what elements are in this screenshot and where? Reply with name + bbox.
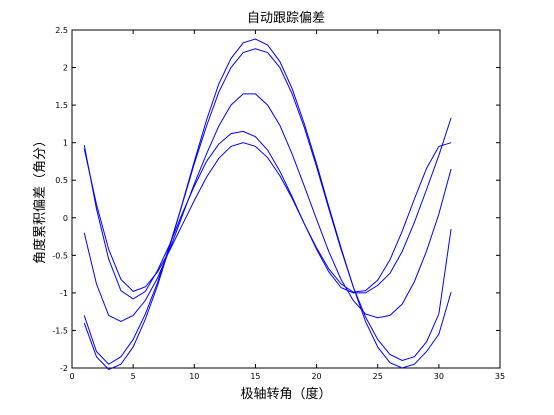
x-tick-label: 35 [495,372,505,381]
y-tick-label: -0.5 [52,251,68,260]
x-tick-label: 20 [311,372,321,381]
x-tick-label: 25 [373,372,383,381]
x-tick-label: 10 [189,372,199,381]
y-tick-label: 2 [63,64,68,73]
series-line-2 [83,117,452,300]
y-tick-label: -2 [60,364,68,373]
x-tick-label: 5 [131,372,136,381]
x-tick-label: 30 [434,372,444,381]
y-axis-label: 角度累积偏差（角分） [32,134,48,264]
series-line-5 [83,38,452,371]
series-group [83,38,452,371]
ticks: 0 5 10 15 20 25 30 35 -2 -1.5 -1 -0.5 0 0.5 1 1.5 2 2.5 [52,26,505,381]
x-tick-label: 15 [250,372,260,381]
series-line-1 [83,142,452,293]
x-axis-label: 极轴转角（度） [240,386,331,402]
y-tick-label: -1 [60,289,68,298]
plot-area [71,29,501,369]
y-tick-label: 1.5 [55,101,68,110]
y-tick-label: 0.5 [55,176,68,185]
y-tick-label: -1.5 [52,326,68,335]
chart-title: 自动跟踪偏差 [247,11,325,26]
y-tick-label: 2.5 [55,26,68,35]
x-tick-label: 0 [69,372,74,381]
y-tick-label: 0 [63,214,68,223]
series-line-4 [83,48,452,365]
series-line-3 [83,93,452,322]
y-tick-label: 1 [63,139,68,148]
